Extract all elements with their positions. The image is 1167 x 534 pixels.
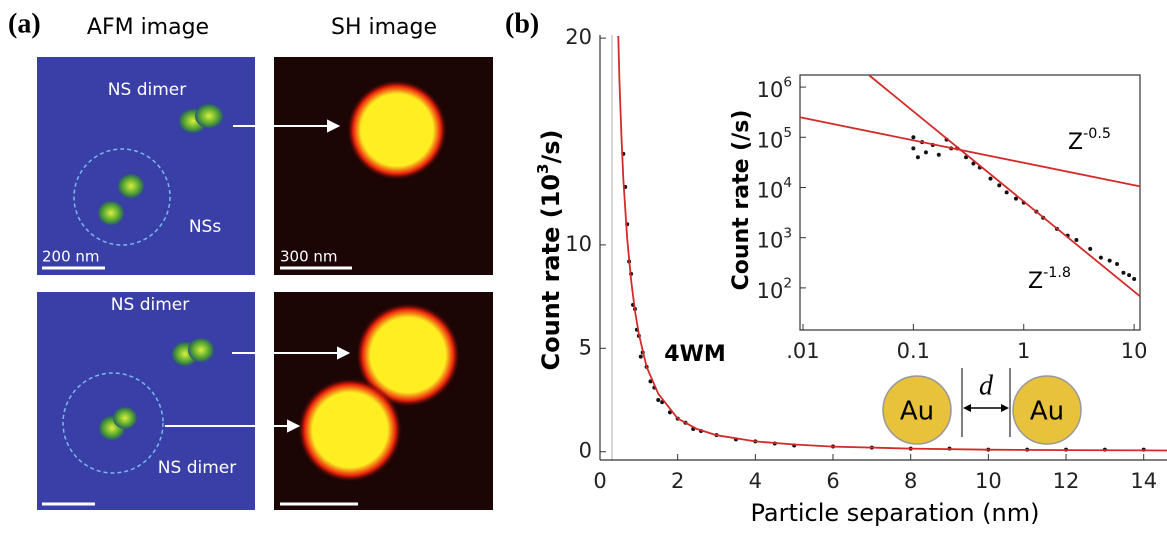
data-point — [1115, 261, 1120, 266]
data-point — [1004, 190, 1009, 195]
data-point — [1013, 196, 1018, 201]
image-label: NS dimer — [158, 458, 236, 478]
data-point — [638, 354, 643, 359]
x-tick-label: 10 — [1121, 339, 1148, 363]
annotation: 4WM — [664, 342, 725, 367]
y-label-part: Count rate (10 — [537, 174, 565, 371]
data-point — [923, 150, 928, 155]
au-diagram — [882, 368, 1082, 445]
y-tick-label: 104 — [757, 175, 792, 202]
x-tick-label: 2 — [671, 469, 684, 493]
gap-label: d — [979, 370, 994, 401]
x-tick-label: 4 — [749, 469, 762, 493]
sh-bottom — [274, 292, 493, 510]
y-tick-label-sup: 4 — [783, 175, 792, 191]
data-point — [656, 398, 661, 403]
y-tick-label: 102 — [757, 275, 792, 302]
data-point — [648, 379, 653, 384]
plot-frame — [799, 74, 1141, 331]
data-point — [1121, 270, 1126, 275]
slope-label: Z-1.8 — [1028, 265, 1071, 294]
slope-label-sup: -1.8 — [1043, 265, 1071, 281]
x-tick-label: 1 — [1017, 339, 1030, 363]
x-tick-label: 10 — [975, 469, 1002, 493]
y-tick-label-base: 10 — [757, 229, 784, 253]
data-point — [1098, 255, 1103, 260]
x-tick-label: 6 — [826, 469, 839, 493]
y-tick-label-base: 10 — [757, 128, 784, 152]
y-tick-label: 0 — [579, 439, 592, 463]
y-axis-label: Count rate (/s) — [729, 110, 754, 291]
slope-label-base: Z — [1068, 130, 1083, 155]
image-label: NSs — [189, 217, 222, 237]
data-point — [1088, 246, 1093, 251]
y-axis-label: Count rate (103/s) — [534, 129, 566, 370]
x-tick-label: .01 — [786, 339, 819, 363]
data-point — [1107, 258, 1112, 263]
slope-label: Z-0.5 — [1068, 126, 1111, 155]
y-tick-label-base: 10 — [757, 279, 784, 303]
afm-bottom — [37, 292, 255, 510]
data-point — [997, 183, 1002, 188]
panel-label: (b) — [505, 8, 539, 39]
slope-label-sup: -0.5 — [1083, 126, 1111, 142]
x-tick-label: 8 — [904, 469, 917, 493]
fit-line — [617, 35, 1167, 452]
y-label-part: /s) — [537, 129, 565, 163]
au-label: Au — [900, 397, 934, 427]
y-tick-label: 105 — [757, 125, 792, 152]
scale-label: 200 nm — [42, 248, 100, 266]
data-point — [911, 135, 916, 140]
image-label: NS dimer — [111, 295, 189, 315]
y-tick-label-sup: 6 — [783, 75, 792, 91]
data-point — [1132, 277, 1137, 282]
y-tick-label-base: 10 — [757, 78, 784, 102]
y-tick-label-sup: 2 — [783, 275, 792, 291]
y-tick-label: 10 — [565, 232, 592, 256]
data-point — [988, 176, 993, 181]
x-tick-label: 14 — [1130, 469, 1157, 493]
x-axis-label: Particle separation (nm) — [750, 499, 1039, 527]
data-point — [1074, 237, 1079, 242]
fit-line — [868, 74, 1141, 297]
sh-top — [274, 57, 493, 275]
y-tick-label-sup: 5 — [783, 125, 792, 141]
au-label: Au — [1030, 397, 1064, 427]
y-label-sup: 3 — [534, 163, 552, 173]
data-point — [936, 152, 941, 157]
y-tick-label: 106 — [757, 75, 792, 102]
y-tick-label: 103 — [757, 225, 792, 252]
image-label: NS dimer — [108, 80, 186, 100]
afm-top — [37, 57, 255, 275]
data-point — [915, 155, 920, 160]
panel-label: (a) — [8, 8, 41, 39]
fit-line — [799, 116, 1141, 188]
slope-label-base: Z — [1028, 269, 1043, 294]
x-tick-label: 0 — [593, 469, 606, 493]
scale-label: 300 nm — [280, 248, 338, 266]
data-point — [1127, 273, 1132, 278]
column-title: SH image — [331, 15, 437, 40]
y-tick-label: 20 — [565, 25, 592, 49]
data-point — [971, 161, 976, 166]
y-tick-label: 5 — [579, 335, 592, 359]
data-point — [911, 146, 916, 151]
y-tick-label-sup: 3 — [783, 225, 792, 241]
data-point — [667, 410, 672, 415]
x-tick-label: 0.1 — [897, 339, 930, 363]
x-tick-label: 12 — [1053, 469, 1080, 493]
column-title: AFM image — [87, 15, 209, 40]
arrows — [165, 119, 351, 433]
y-tick-label-base: 10 — [757, 178, 784, 202]
